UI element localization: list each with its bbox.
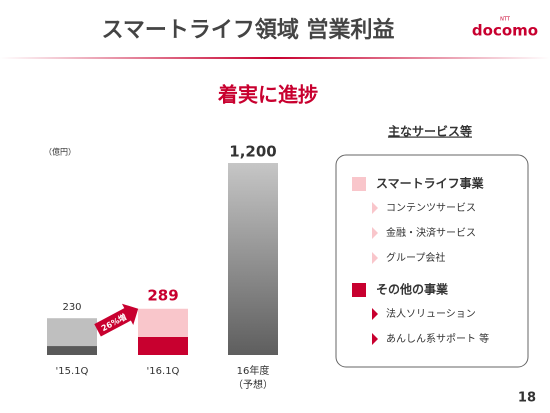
bullet <box>372 252 378 264</box>
legend-swatch <box>352 283 366 297</box>
value-label: 289 <box>147 286 178 304</box>
value-label: 1,200 <box>229 143 276 161</box>
service-item: あんしん系サポート 等 <box>386 332 489 345</box>
services-title: 主なサービス等 <box>388 124 472 139</box>
headline: 着実に進捗 <box>217 83 318 107</box>
x-tick-label: '15.1Q <box>55 366 89 377</box>
x-tick-label: '16.1Q <box>146 366 180 377</box>
bar <box>228 163 278 355</box>
bar-segment <box>47 318 97 347</box>
legend-label: その他の事業 <box>376 282 449 297</box>
bar-segment <box>138 308 188 337</box>
unit-label: （億円） <box>44 147 76 157</box>
service-item: コンテンツサービス <box>386 202 476 214</box>
growth-arrow: 26%増 <box>94 303 139 337</box>
legend-swatch <box>352 177 366 191</box>
bar-segment <box>138 336 188 355</box>
logo: docomo <box>472 22 538 40</box>
legend-label: スマートライフ事業 <box>376 176 485 191</box>
bar-segment <box>47 346 97 355</box>
bullet <box>372 202 378 214</box>
bullet <box>372 227 378 239</box>
service-item: 法人ソリューション <box>386 307 476 320</box>
arrow-shape <box>94 303 139 337</box>
logo-small: NTT <box>500 17 511 23</box>
page-number: 18 <box>518 391 536 406</box>
x-tick-label: 16年度 （予想） <box>233 366 273 391</box>
title: スマートライフ領域 営業利益 <box>101 17 394 43</box>
value-label: 230 <box>62 302 81 313</box>
bullet <box>372 308 378 320</box>
bullet <box>372 333 378 345</box>
services-box <box>335 154 529 368</box>
service-item: グループ会社 <box>386 251 445 264</box>
service-item: 金融・決済サービス <box>386 226 476 239</box>
title-rule <box>0 57 550 59</box>
